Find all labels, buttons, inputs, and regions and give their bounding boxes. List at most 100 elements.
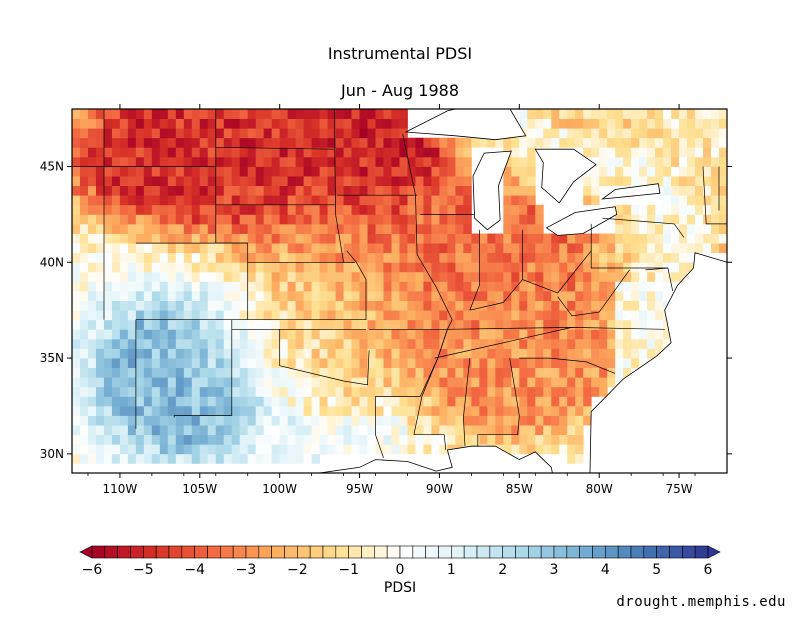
grid-cell [615, 291, 624, 301]
grid-cell [687, 204, 696, 215]
grid-cell [503, 329, 512, 340]
grid-cell [551, 367, 560, 378]
grid-cell [119, 176, 129, 187]
grid-cell [511, 310, 520, 321]
grid-cell [383, 204, 392, 215]
grid-cell [303, 166, 313, 177]
grid-cell [679, 137, 688, 148]
grid-cell [511, 262, 520, 273]
grid-cell [175, 252, 185, 263]
grid-cell [319, 300, 329, 311]
grid-cell [567, 300, 576, 311]
grid-cell [575, 243, 584, 254]
grid-cell [559, 137, 568, 148]
grid-cell [487, 329, 496, 340]
grid-cell [383, 405, 392, 416]
grid-cell [543, 128, 552, 139]
grid-cell [175, 367, 185, 378]
grid-cell [151, 425, 161, 436]
grid-cell [647, 223, 656, 234]
grid-cell [487, 233, 496, 244]
border-ohio-river [469, 250, 592, 311]
grid-cell [463, 291, 472, 301]
grid-cell [279, 214, 289, 225]
grid-cell [183, 195, 193, 206]
grid-cell [375, 166, 384, 177]
grid-cell [463, 223, 472, 234]
grid-cell [279, 310, 289, 321]
grid-cell [143, 176, 153, 187]
grid-cell [271, 396, 281, 407]
grid-cell [479, 425, 488, 436]
grid-cell [167, 176, 177, 187]
grid-cell [303, 214, 313, 225]
grid-cell [87, 377, 97, 388]
grid-cell [231, 415, 241, 426]
grid-cell [447, 204, 456, 215]
grid-cell [575, 425, 584, 436]
grid-cell [687, 233, 696, 244]
grid-cell [271, 156, 281, 167]
grid-cell [607, 319, 616, 330]
grid-cell [543, 271, 552, 282]
grid-cell [455, 310, 464, 321]
grid-cell [487, 252, 496, 263]
grid-cell [623, 166, 632, 177]
grid-cell [703, 109, 712, 119]
grid-cell [79, 176, 89, 187]
grid-cell [319, 310, 329, 321]
grid-cell [455, 214, 464, 225]
grid-cell [135, 453, 145, 464]
grid-cell [679, 185, 688, 196]
grid-cell [383, 291, 392, 301]
grid-cell [647, 338, 656, 349]
grid-cell [631, 281, 640, 292]
grid-cell [639, 118, 648, 129]
grid-cell [231, 233, 241, 244]
grid-cell [239, 109, 249, 119]
grid-cell [127, 166, 137, 177]
grid-cell [599, 118, 608, 129]
grid-cell [367, 204, 376, 215]
grid-cell [639, 310, 648, 321]
grid-cell [663, 147, 672, 158]
grid-cell [111, 271, 121, 282]
grid-cell [327, 214, 336, 225]
grid-cell [111, 329, 121, 340]
grid-cell [167, 453, 177, 464]
grid-cell [583, 405, 592, 416]
grid-cell [231, 214, 241, 225]
grid-cell [159, 214, 169, 225]
grid-cell [279, 415, 289, 426]
grid-cell [407, 214, 416, 225]
grid-cell [687, 109, 696, 119]
grid-cell [199, 434, 209, 445]
grid-cell [127, 118, 137, 129]
grid-cell [495, 434, 504, 445]
grid-cell [719, 176, 727, 187]
grid-cell [263, 271, 273, 282]
grid-cell [655, 281, 664, 292]
grid-cell [279, 128, 289, 139]
grid-cell [87, 348, 97, 359]
grid-cell [143, 147, 153, 158]
grid-cell [687, 195, 696, 206]
grid-cell [79, 262, 89, 273]
grid-cell [383, 386, 392, 397]
grid-cell [391, 214, 400, 225]
grid-cell [135, 348, 145, 359]
grid-cell [591, 262, 600, 273]
grid-cell [207, 396, 217, 407]
grid-cell [527, 367, 536, 378]
grid-cell [687, 156, 696, 167]
grid-cell [79, 185, 89, 196]
grid-cell [503, 358, 512, 369]
grid-cell [263, 252, 273, 263]
grid-cell [295, 271, 305, 282]
grid-cell [447, 329, 456, 340]
grid-cell [87, 233, 97, 244]
grid-cell [639, 204, 648, 215]
grid-cell [263, 147, 273, 158]
grid-cell [79, 434, 89, 445]
grid-cell [287, 204, 297, 215]
